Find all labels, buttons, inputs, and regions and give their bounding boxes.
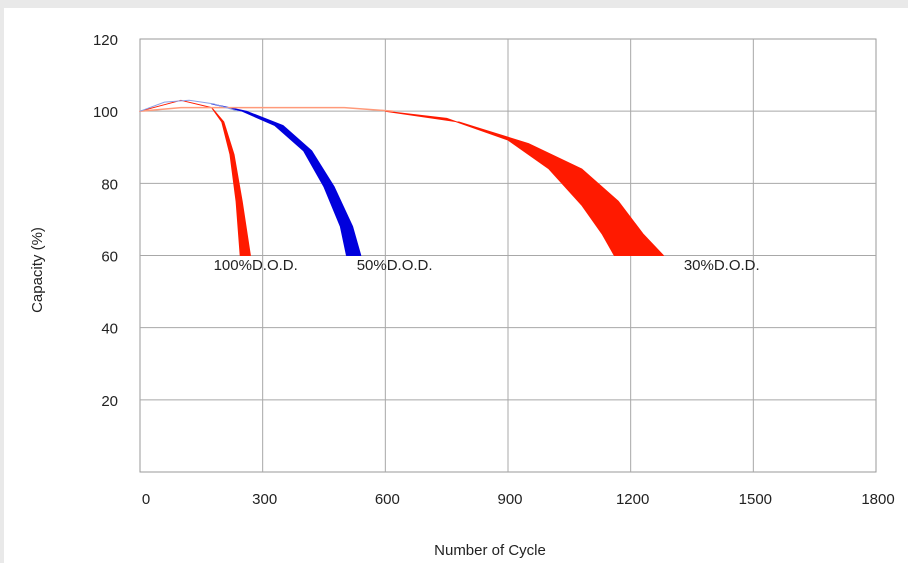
y-tick-label: 60	[101, 249, 118, 266]
chart-container: 0 300 600 900 1200 1500 1800 20 40 60 80 100 120 100…	[4, 8, 908, 563]
x-tick-label: 1500	[739, 491, 772, 508]
y-tick-label: 80	[101, 176, 118, 193]
x-tick-label: 900	[497, 491, 522, 508]
grid	[139, 38, 877, 473]
x-tick-label: 300	[252, 491, 277, 508]
x-axis-label: Number of Cycle	[434, 542, 546, 559]
initial-hump-curve	[139, 99, 239, 112]
series-band-2	[211, 103, 362, 256]
x-tick-label: 1200	[616, 491, 649, 508]
y-tick-label: 120	[93, 32, 118, 49]
y-tick-label: 40	[101, 321, 118, 338]
series-band-1	[139, 99, 251, 256]
series-annotation-3: 30%D.O.D.	[684, 257, 760, 274]
baseline-curve	[139, 106, 394, 112]
x-tick-label: 0	[142, 491, 150, 508]
series-band-3	[384, 110, 664, 256]
series-annotation-1: 100%D.O.D.	[214, 257, 298, 274]
series-annotation-2: 50%D.O.D.	[357, 257, 433, 274]
x-tick-label: 600	[375, 491, 400, 508]
series-layer	[139, 99, 664, 256]
y-axis-label: Capacity (%)	[29, 227, 46, 313]
y-tick-label: 100	[93, 104, 118, 121]
x-tick-label: 1800	[861, 491, 894, 508]
tick-labels: 0 300 600 900 1200 1500 1800 20 40 60 80 100 120	[93, 32, 895, 508]
annotations: 100%D.O.D. 50%D.O.D. 30%D.O.D.	[214, 257, 760, 274]
capacity-vs-cycle-chart: 0 300 600 900 1200 1500 1800 20 40 60 80 100 120 100…	[29, 32, 895, 559]
y-tick-label: 20	[101, 393, 118, 410]
